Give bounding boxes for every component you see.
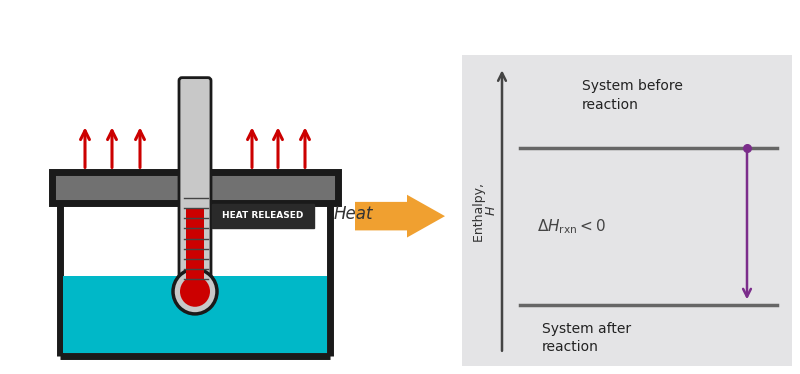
Bar	[462, 55, 792, 366]
Text: System before
reaction: System before reaction	[582, 79, 683, 112]
Text: H: H	[485, 206, 498, 215]
Circle shape	[180, 276, 210, 307]
Circle shape	[173, 269, 217, 314]
Bar	[52, 172, 338, 203]
FancyArrow shape	[355, 195, 445, 237]
Text: Enthalpy,: Enthalpy,	[474, 179, 486, 242]
Text: HEAT RELEASED: HEAT RELEASED	[222, 211, 304, 220]
FancyBboxPatch shape	[212, 204, 314, 229]
Text: ENTHALPY CHANGE: STANDARD ENTHALPY OF REACTION: ENTHALPY CHANGE: STANDARD ENTHALPY OF RE…	[122, 12, 678, 31]
Bar	[186, 208, 204, 288]
Text: System after
reaction: System after reaction	[542, 322, 631, 354]
Text: Heat: Heat	[334, 205, 373, 223]
Bar	[63, 276, 327, 353]
Text: $\Delta H_{\rm rxn}$$ < 0$: $\Delta H_{\rm rxn}$$ < 0$	[537, 218, 606, 236]
FancyBboxPatch shape	[179, 78, 211, 292]
